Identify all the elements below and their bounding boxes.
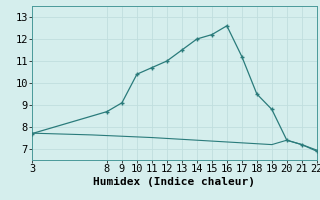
X-axis label: Humidex (Indice chaleur): Humidex (Indice chaleur)	[93, 177, 255, 187]
